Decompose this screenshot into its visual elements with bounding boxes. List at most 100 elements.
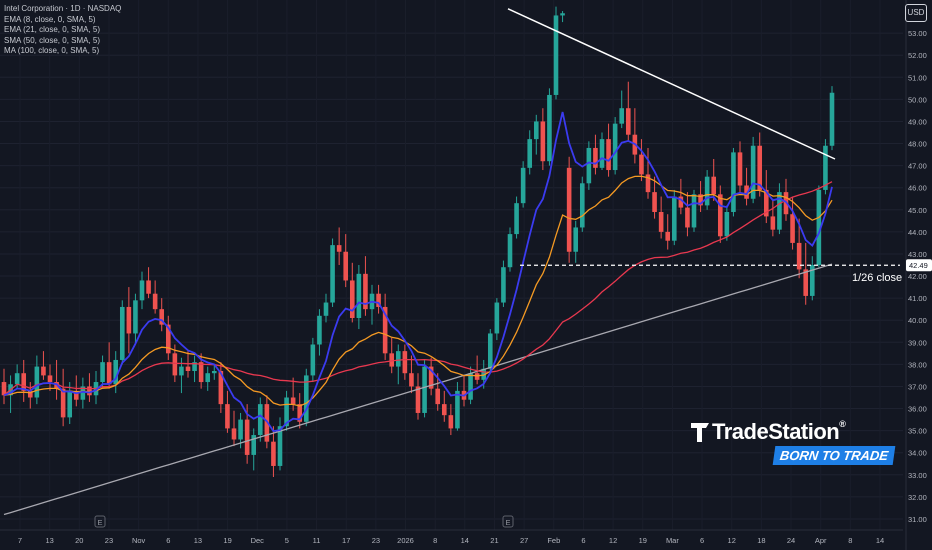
x-tick-label: 8 xyxy=(433,536,437,545)
x-tick-label: 12 xyxy=(609,536,617,545)
x-tick-label: 8 xyxy=(848,536,852,545)
candle-up xyxy=(573,227,579,252)
candle-up xyxy=(455,390,460,429)
candle-down xyxy=(428,366,434,389)
candle-down xyxy=(593,147,598,168)
candle-up xyxy=(816,189,822,265)
x-tick-label: 14 xyxy=(876,536,884,545)
x-tick-label: 6 xyxy=(166,536,170,545)
candle-up xyxy=(599,139,605,168)
candle-up xyxy=(731,152,736,212)
candle-up xyxy=(303,375,309,422)
x-tick-label: 19 xyxy=(223,536,231,545)
x-tick-label: 6 xyxy=(700,536,704,545)
candle-down xyxy=(185,366,191,371)
y-tick-label: 34.00 xyxy=(908,449,927,458)
candle-up xyxy=(80,386,86,400)
candle-up xyxy=(533,121,539,140)
y-tick-label: 39.00 xyxy=(908,338,927,347)
candle-down xyxy=(60,388,66,418)
candle-down xyxy=(737,152,743,186)
candle-up xyxy=(704,176,710,206)
price-tag-label: 42.49 xyxy=(909,261,928,270)
candle-up xyxy=(251,435,257,455)
candle-up xyxy=(205,373,211,383)
x-tick-label: 6 xyxy=(581,536,585,545)
candle-down xyxy=(152,293,158,310)
candle-down xyxy=(225,404,230,429)
earnings-marker-label: E xyxy=(505,518,510,527)
candle-up xyxy=(133,300,138,334)
candle-down xyxy=(790,214,795,243)
y-tick-label: 33.00 xyxy=(908,471,927,480)
y-tick-label: 31.00 xyxy=(908,515,927,524)
ema8-line xyxy=(3,111,833,433)
candle-up xyxy=(257,404,263,436)
candle-up xyxy=(113,359,119,385)
y-tick-label: 47.00 xyxy=(908,162,927,171)
candle-down xyxy=(363,273,368,310)
candle-up xyxy=(422,366,427,413)
x-tick-label: 23 xyxy=(105,536,113,545)
candle-down xyxy=(639,154,644,175)
y-tick-label: 48.00 xyxy=(908,140,927,149)
y-tick-label: 32.00 xyxy=(908,493,927,502)
candle-up xyxy=(691,194,697,228)
candle-down xyxy=(625,108,631,135)
candle-up xyxy=(211,371,217,374)
candle-up xyxy=(284,397,289,427)
candle-down xyxy=(159,309,165,325)
candle-up xyxy=(501,267,506,303)
x-tick-label: 14 xyxy=(461,536,469,545)
candle-down xyxy=(218,371,224,405)
candle-down xyxy=(271,441,276,466)
candle-down xyxy=(146,280,151,294)
legend-ema8: EMA (8, close, 0, SMA, 5) xyxy=(4,14,96,24)
x-tick-label: 23 xyxy=(372,536,380,545)
candle-down xyxy=(336,245,342,252)
candle-up xyxy=(323,302,329,316)
x-tick-label: Dec xyxy=(251,536,265,545)
candle-up xyxy=(527,139,533,168)
candle-down xyxy=(448,415,454,429)
trendline[interactable] xyxy=(507,8,836,160)
y-tick-label: 51.00 xyxy=(908,73,927,82)
candle-up xyxy=(671,196,677,241)
candle-up xyxy=(724,212,730,237)
candle-up xyxy=(100,362,105,383)
earnings-marker-icon[interactable] xyxy=(94,515,106,528)
y-tick-label: 38.00 xyxy=(908,360,927,369)
y-tick-label: 36.00 xyxy=(908,405,927,414)
y-tick-label: 44.00 xyxy=(908,228,927,237)
candle-down xyxy=(566,167,572,252)
x-tick-label: 20 xyxy=(75,536,83,545)
candle-up xyxy=(619,108,625,124)
x-tick-label: Feb xyxy=(547,536,560,545)
currency-button[interactable]: USD xyxy=(905,4,927,22)
candle-down xyxy=(47,375,53,383)
x-tick-label: 5 xyxy=(285,536,289,545)
candle-up xyxy=(317,315,322,345)
candle-down xyxy=(711,176,717,195)
brand-tagline: BORN TO TRADE xyxy=(772,446,896,465)
x-tick-label: 13 xyxy=(194,536,202,545)
legend-sma50: SMA (50, close, 0, SMA, 5) xyxy=(4,35,101,45)
candle-up xyxy=(395,351,401,367)
candle-up xyxy=(579,183,585,228)
x-tick-label: 12 xyxy=(728,536,736,545)
tradestation-logo: TradeStation® BORN TO TRADE xyxy=(690,418,896,474)
x-tick-label: 11 xyxy=(313,536,321,545)
y-tick-label: 46.00 xyxy=(908,184,927,193)
candle-up xyxy=(487,333,493,369)
candle-down xyxy=(126,306,132,334)
candle-down xyxy=(343,251,349,281)
candle-down xyxy=(1,382,7,396)
y-tick-label: 35.00 xyxy=(908,427,927,436)
x-tick-label: 17 xyxy=(342,536,350,545)
candle-up xyxy=(277,426,283,466)
x-tick-label: 24 xyxy=(787,536,795,545)
y-tick-label: 41.00 xyxy=(908,294,927,303)
earnings-marker-icon[interactable] xyxy=(502,515,514,528)
candle-down xyxy=(264,404,270,442)
